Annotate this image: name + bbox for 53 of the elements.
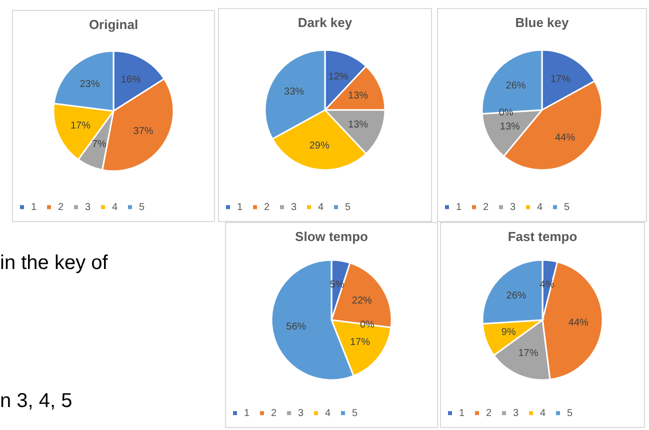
chart-title: Slow tempo	[295, 229, 368, 244]
data-label: 33%	[284, 86, 304, 98]
legend-label: 3	[510, 202, 516, 214]
legend-label: 1	[31, 202, 37, 214]
data-label: 9%	[501, 327, 516, 338]
legend-label: 2	[264, 202, 270, 214]
legend-label: 4	[112, 202, 118, 214]
data-label: 13%	[348, 90, 368, 102]
legend-label: 1	[244, 408, 250, 420]
chart-title: Original	[88, 17, 138, 32]
legend-label: 3	[513, 408, 519, 420]
legend-label: 5	[352, 408, 358, 420]
data-label: 17%	[518, 348, 538, 360]
data-label: 17%	[70, 120, 91, 132]
legend-label: 5	[345, 202, 351, 214]
legend-label: 2	[486, 408, 492, 420]
data-label: 29%	[309, 140, 330, 152]
data-label: 44%	[568, 317, 589, 328]
legend-label: 4	[540, 408, 546, 420]
data-label: 26%	[506, 80, 526, 92]
legend-label: 5	[139, 202, 145, 214]
legend-label: 3	[298, 408, 304, 420]
legend-label: 3	[85, 202, 91, 214]
data-label: 12%	[328, 72, 348, 83]
data-label: 22%	[352, 296, 372, 307]
text: in the key of	[0, 252, 108, 275]
data-label: 13%	[500, 121, 520, 132]
legend-label: 4	[318, 202, 324, 214]
legend-label: 4	[325, 408, 331, 420]
chart-title: Dark key	[298, 15, 353, 30]
data-label: 56%	[286, 322, 306, 333]
legend-label: 2	[483, 202, 489, 214]
legend-label: 1	[459, 408, 465, 420]
data-label: 44%	[554, 132, 576, 144]
data-label: 17%	[550, 74, 570, 86]
data-label: 17%	[350, 337, 370, 348]
legend-label: 2	[58, 202, 64, 214]
data-label: 26%	[506, 290, 526, 302]
text: n 3, 4, 5	[0, 390, 72, 413]
legend-label: 4	[537, 202, 543, 214]
chart-title: Fast tempo	[508, 229, 578, 244]
legend-label: 3	[291, 202, 297, 214]
legend-label: 1	[237, 202, 243, 214]
legend-label: 2	[271, 408, 277, 420]
legend-label: 1	[456, 202, 462, 214]
data-label: 7%	[92, 139, 107, 150]
data-label: 16%	[120, 74, 141, 86]
data-label: 37%	[133, 126, 154, 138]
legend-label: 5	[567, 408, 573, 420]
legend-label: 5	[564, 202, 570, 214]
chart-title: Blue key	[515, 15, 570, 30]
data-label: 13%	[348, 119, 368, 130]
data-label: 23%	[80, 78, 100, 90]
